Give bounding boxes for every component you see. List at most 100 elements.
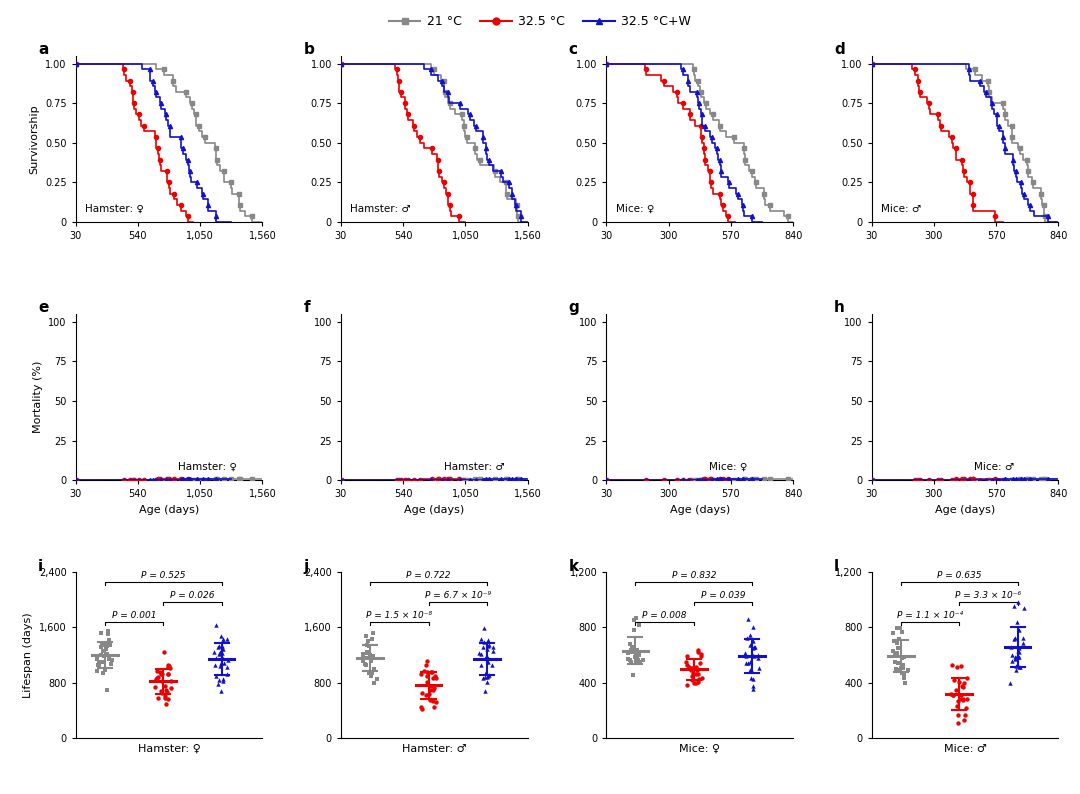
Point [955,694,972,707]
Point [957,708,974,721]
Point [691,657,708,669]
Point [1005,632,1023,645]
Point [741,639,758,652]
Point [744,683,761,696]
Point [422,694,440,707]
Point [357,638,375,651]
Point [623,656,640,669]
Point [413,667,430,680]
Point [1010,650,1027,663]
Point [92,641,109,653]
Point [678,678,696,691]
Point [1008,660,1025,673]
Point [621,653,638,666]
Point [625,614,643,626]
Point [623,641,640,653]
Point [93,649,110,661]
Point [97,638,114,651]
Text: P = 0.026: P = 0.026 [171,592,215,600]
Text: Mice: ♂: Mice: ♂ [974,462,1014,472]
Point [684,667,701,680]
Point [624,641,642,653]
Point [480,670,497,683]
Point [98,639,116,652]
Point [1014,631,1031,644]
Point [743,648,760,661]
Point [948,661,966,673]
Point [148,665,165,677]
Point [1003,641,1021,653]
Text: Hamster: ♀: Hamster: ♀ [178,462,238,472]
Point [480,640,497,653]
Point [159,668,176,680]
Point [885,644,902,657]
Point [958,672,975,684]
Point [424,683,442,696]
Point [890,642,907,654]
Point [1008,649,1025,662]
Point [422,684,440,696]
Point [625,623,643,636]
Text: P = 0.635: P = 0.635 [936,571,982,580]
Point [363,633,380,646]
Point [943,687,960,700]
Point [687,667,704,680]
Point [741,656,758,669]
Point [887,649,904,661]
Point [212,684,229,697]
Point [480,656,497,669]
Point [484,641,501,653]
Point [157,690,174,703]
Point [160,693,177,706]
Point [97,640,114,653]
Point [893,666,910,679]
Point [888,646,905,659]
Point [683,669,700,682]
Point [1001,676,1018,689]
Point [218,632,235,645]
Point [89,658,106,671]
Point [212,646,229,658]
Point [158,683,175,696]
X-axis label: Mice: ♂: Mice: ♂ [944,744,986,754]
Text: f: f [303,300,310,315]
Point [153,667,171,680]
Point [738,632,755,645]
Point [958,702,975,715]
Text: P = 0.722: P = 0.722 [406,571,450,580]
Point [689,644,706,657]
Point [889,622,906,634]
Point [740,657,757,669]
Point [218,668,235,680]
Point [219,661,237,673]
Point [683,663,700,676]
Point [630,654,647,667]
Point [742,664,759,676]
Point [885,627,902,640]
Point [95,667,112,680]
Point [692,647,710,660]
Point [153,687,171,700]
Point [148,672,165,684]
Point [629,653,646,665]
Point [889,656,906,669]
Point [477,665,495,678]
Point [630,657,647,669]
Point [900,663,917,676]
Point [354,655,372,668]
Point [159,658,176,671]
Y-axis label: Survivorship: Survivorship [29,104,39,174]
Point [955,692,972,705]
Point [690,673,707,685]
Point [946,674,963,687]
Point [473,633,490,646]
Point [885,634,902,647]
Point [159,686,176,699]
Point [680,661,698,673]
Point [894,661,912,674]
Point [472,648,489,661]
Point [742,629,759,642]
Point [152,684,170,697]
Point [153,674,171,687]
Text: d: d [834,42,845,57]
